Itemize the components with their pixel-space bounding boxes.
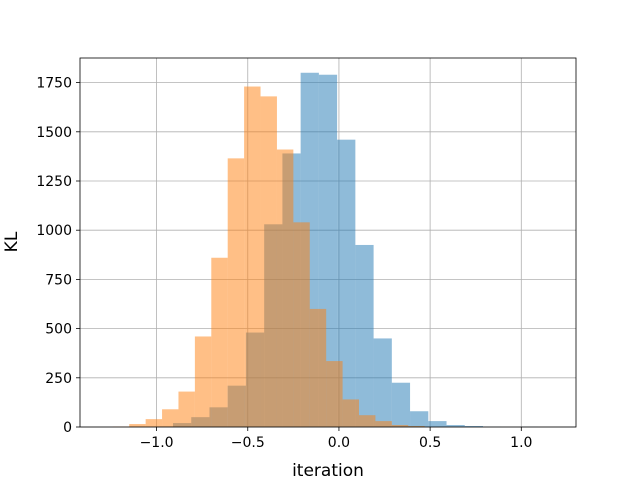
y-tick-label: 500 xyxy=(45,322,72,338)
y-tick-label: 1750 xyxy=(36,76,72,92)
histogram-bar-series-2 xyxy=(227,158,245,428)
histogram-bar-series-2 xyxy=(309,308,327,427)
histogram-bars xyxy=(112,72,538,428)
y-axis-label: KL xyxy=(2,231,22,252)
histogram-bar-series-1 xyxy=(337,139,356,427)
x-tick-label: 0.5 xyxy=(419,435,441,451)
x-tick-label: 0.0 xyxy=(328,435,350,451)
y-tick-label: 0 xyxy=(63,420,72,436)
histogram-bar-series-1 xyxy=(391,382,411,427)
histogram-bar-series-2 xyxy=(326,361,343,427)
histogram-bar-series-1 xyxy=(355,244,374,427)
x-tick-label: −1.0 xyxy=(140,435,174,451)
histogram-bar-series-2 xyxy=(129,424,146,427)
histogram-bar-series-1 xyxy=(410,411,429,427)
axis-ticks: −1.0 −0.5 0.0 0.5 1.0 0 250 500 750 1000 1250 1500 1… xyxy=(36,76,532,451)
histogram-bar-series-2 xyxy=(260,96,277,427)
histogram-bar-series-1 xyxy=(446,425,465,427)
y-tick-label: 750 xyxy=(45,272,72,288)
histogram-bar-series-2 xyxy=(375,421,392,427)
histogram-bar-series-2 xyxy=(194,336,212,427)
histogram-bar-series-2 xyxy=(408,426,425,427)
x-tick-label: −0.5 xyxy=(231,435,265,451)
histogram-bar-series-2 xyxy=(359,415,376,427)
histogram-bar-series-2 xyxy=(211,257,228,427)
histogram-bar-series-2 xyxy=(391,425,409,427)
histogram-bar-series-2 xyxy=(293,222,310,427)
y-tick-label: 250 xyxy=(45,371,72,387)
histogram-bar-series-1 xyxy=(464,426,483,427)
histogram-bar-series-2 xyxy=(342,399,359,427)
histogram-bar-series-1 xyxy=(373,338,392,427)
histogram-bar-series-2 xyxy=(276,149,294,427)
plot-frame xyxy=(79,57,577,428)
y-tick-label: 1500 xyxy=(36,125,72,141)
x-tick-label: 1.0 xyxy=(510,435,532,451)
histogram-bar-series-2 xyxy=(178,391,195,427)
histogram-bar-series-2 xyxy=(145,419,163,427)
y-tick-label: 1000 xyxy=(36,223,72,239)
y-tick-label: 1250 xyxy=(36,174,72,190)
histogram-bar-series-2 xyxy=(244,86,261,427)
histogram-bar-series-2 xyxy=(162,409,179,427)
x-axis-label: iteration xyxy=(292,461,364,480)
histogram-bar-series-1 xyxy=(428,421,447,427)
